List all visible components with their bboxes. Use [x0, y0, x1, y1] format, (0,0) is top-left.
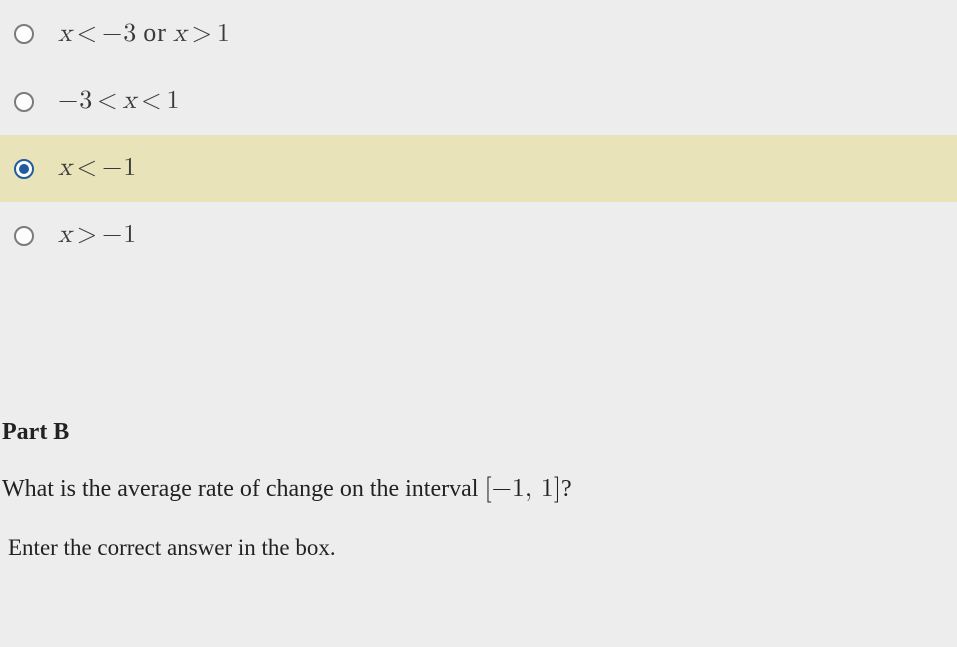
question-text: What is the average rate of change on th… [2, 474, 957, 505]
question-suffix: ? [561, 476, 572, 502]
option-2[interactable]: −3<x<1 [0, 68, 957, 135]
radio-icon[interactable] [14, 92, 34, 112]
question-prefix: What is the average rate of change on th… [2, 476, 484, 502]
radio-icon[interactable] [14, 24, 34, 44]
radio-icon[interactable] [14, 159, 34, 179]
option-1[interactable]: x<−3orx>1 [0, 0, 957, 68]
option-label: −3<x<1 [58, 86, 180, 117]
option-label: x<−1 [58, 153, 137, 184]
radio-icon[interactable] [14, 226, 34, 246]
interval-notation: [−1, 1] [484, 476, 561, 502]
option-4[interactable]: x>−1 [0, 202, 957, 269]
option-3[interactable]: x<−1 [0, 135, 957, 202]
instruction-text: Enter the correct answer in the box. [2, 535, 957, 561]
option-label: x<−3orx>1 [58, 18, 231, 50]
answer-options: x<−3orx>1 −3<x<1 x<−1 x>−1 [0, 0, 957, 269]
option-label: x>−1 [58, 220, 137, 251]
part-b-section: Part B What is the average rate of chang… [0, 419, 957, 561]
part-b-heading: Part B [2, 419, 957, 446]
